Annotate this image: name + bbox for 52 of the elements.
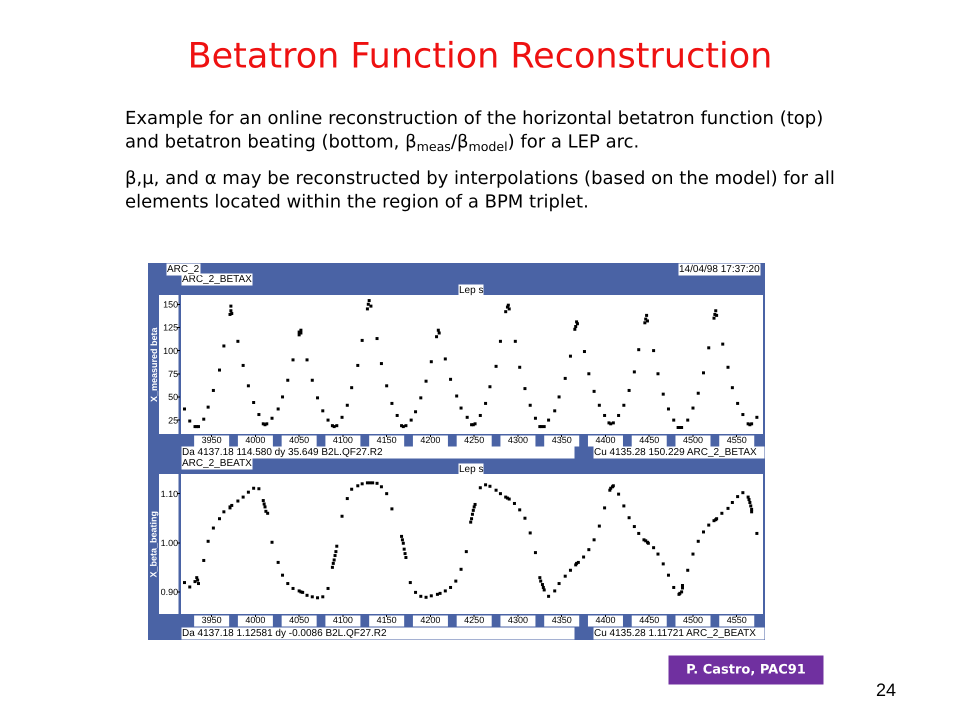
x-tick-label: 4200 (420, 614, 440, 625)
y-axis-title: X_beta_beating (148, 510, 158, 578)
y-axis-title: X_measured beta (149, 326, 159, 402)
x-tick-label: 4250 (464, 434, 484, 445)
x-tick-label: 4100 (332, 614, 353, 625)
x-tick-label: 4350 (552, 434, 572, 445)
x-tick-label: 4050 (289, 434, 310, 445)
text: Cu 4135.28 150.229 ARC_2_BETAX (594, 447, 758, 458)
x-tick-label: 4300 (508, 434, 528, 445)
x-tick-label: 3950 (202, 614, 222, 625)
text: β,μ, and α may be reconstructed by interpolations (based on the model) for all elements located within the region of a BPM triplet. (125, 168, 835, 212)
y-tick-label: 75 (168, 368, 178, 379)
y-tick-label: 150 (163, 299, 178, 310)
text: 14/04/98 17:37:20 (679, 264, 760, 275)
y-tick-label: 125 (163, 322, 178, 333)
y-tick-label: 25 (168, 415, 178, 426)
x-tick-label: 4500 (682, 434, 703, 445)
x-tick-label: 4100 (332, 434, 353, 445)
x-tick-label: 4050 (289, 614, 310, 625)
x-tick-label: 4000 (245, 434, 266, 445)
x-tick-label: 4150 (376, 434, 397, 445)
y-tick-label: 0.90 (160, 587, 178, 598)
x-tick-label: 4450 (639, 614, 660, 625)
x-axis-title: Lep s (459, 464, 484, 475)
x-tick-label: 4150 (376, 614, 397, 625)
x-tick-label: 4200 (420, 434, 440, 445)
x-tick-label: 3950 (202, 434, 222, 445)
text: P. Castro, PAC91 (686, 662, 806, 678)
x-tick-label: 4000 (245, 614, 266, 625)
text: Da 4137.18 1.12581 dy -0.0086 B2L.QF27.R2 (182, 628, 388, 639)
x-tick-label: 4400 (595, 434, 616, 445)
chart-subtitle: ARC_2_BETAX (182, 274, 252, 285)
chart-title: Betatron Function Reconstruction (188, 36, 772, 76)
x-tick-label: 4400 (595, 614, 616, 625)
x-tick-label: 4500 (682, 614, 703, 625)
x-tick-label: 4550 (726, 614, 747, 625)
chart-title: ARC_2_BEATX (182, 458, 252, 469)
x-tick-label: 4450 (639, 434, 660, 445)
text: Example for an online reconstruction of the horizontal betatron function (top) and betatron beating (bottom, β$_{meas}$/β$_{model}$) for a LEP arc. (125, 108, 824, 154)
y-tick-label: 1.10 (160, 488, 178, 499)
text: Cu 4135.28 1.11721 ARC_2_BEATX (594, 628, 756, 639)
x-tick-label: 4300 (508, 614, 528, 625)
x-tick-label: 4550 (726, 434, 747, 445)
text: Da 4137.18 114.580 dy 35.649 B2L.QF27.R2 (182, 447, 383, 458)
x-tick-label: 4350 (552, 614, 572, 625)
x-tick-label: 4250 (464, 614, 484, 625)
x-axis-title: Lep s (459, 285, 484, 296)
text: ARC_2 (167, 264, 200, 275)
text: 24 (876, 680, 896, 700)
y-tick-label: 50 (168, 392, 178, 402)
y-tick-label: 100 (163, 346, 178, 356)
y-tick-label: 1.00 (160, 538, 178, 548)
